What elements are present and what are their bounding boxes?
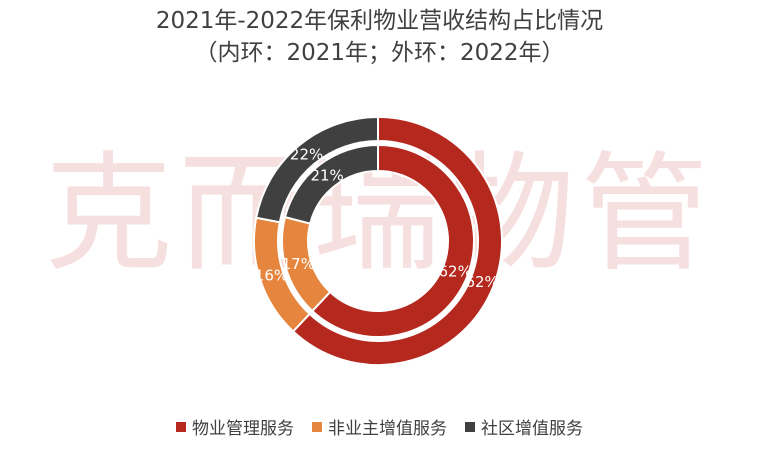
legend-swatch-non-owner-services <box>312 421 322 432</box>
inner-label-non-owner-services: 17% <box>282 255 315 273</box>
chart-subtitle: （内环：2021年；外环：2022年） <box>194 40 565 66</box>
inner-label-community-services: 21% <box>310 166 343 184</box>
legend-item: 物业管理服务 <box>176 414 294 439</box>
inner-label-property-management: 62% <box>438 263 471 281</box>
legend-label: 物业管理服务 <box>192 419 294 439</box>
outer-label-community-services: 22% <box>290 146 323 164</box>
inner-slice-property-management <box>310 143 475 338</box>
inner-slice-community-services <box>283 143 379 225</box>
legend-item: 非业主增值服务 <box>312 414 447 439</box>
legend: 物业管理服务 非业主增值服务 社区增值服务 <box>0 414 759 439</box>
chart-title: 2021年-2022年保利物业营收结构占比情况 <box>155 8 604 34</box>
legend-label: 社区增值服务 <box>481 419 583 439</box>
legend-item: 社区增值服务 <box>465 414 583 439</box>
legend-swatch-property-management <box>176 421 186 432</box>
legend-label: 非业主增值服务 <box>328 419 447 439</box>
outer-slice-property-management <box>291 115 503 366</box>
legend-swatch-community-services <box>465 421 475 432</box>
outer-slice-community-services <box>255 115 379 224</box>
outer-label-property-management: 62% <box>465 273 498 291</box>
outer-label-non-owner-services: 16% <box>255 267 288 285</box>
